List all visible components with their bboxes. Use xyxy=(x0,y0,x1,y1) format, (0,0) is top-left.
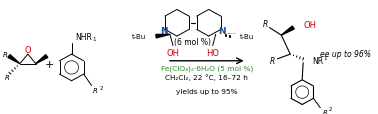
Text: +: + xyxy=(45,59,54,69)
Text: (6 mol %): (6 mol %) xyxy=(174,38,211,47)
Text: R: R xyxy=(93,87,98,93)
Text: O: O xyxy=(25,45,31,54)
Text: N: N xyxy=(160,27,168,36)
Text: NHR: NHR xyxy=(76,32,93,41)
Text: R: R xyxy=(263,20,268,29)
Text: 2: 2 xyxy=(328,106,332,111)
Text: 1: 1 xyxy=(93,37,96,42)
Text: R: R xyxy=(270,57,275,66)
Text: Fe(ClO₄)₂·6H₂O (5 mol %): Fe(ClO₄)₂·6H₂O (5 mol %) xyxy=(161,65,253,71)
Text: OH: OH xyxy=(166,48,180,57)
Text: R: R xyxy=(5,74,9,80)
Text: HO: HO xyxy=(206,48,219,57)
Polygon shape xyxy=(36,55,48,64)
Polygon shape xyxy=(8,55,20,64)
Polygon shape xyxy=(156,35,170,39)
Text: R: R xyxy=(322,109,327,114)
Text: N: N xyxy=(218,27,226,36)
Text: yields up to 95%: yields up to 95% xyxy=(176,88,238,94)
Text: ····: ···· xyxy=(226,30,235,39)
Text: R: R xyxy=(3,52,8,58)
Text: CH₂Cl₂, 22 °C, 16–72 h: CH₂Cl₂, 22 °C, 16–72 h xyxy=(165,74,248,81)
Polygon shape xyxy=(281,27,294,36)
Text: t-Bu: t-Bu xyxy=(240,34,254,40)
Text: ee up to 96%: ee up to 96% xyxy=(321,49,372,58)
Text: 1: 1 xyxy=(323,56,327,61)
Text: t-Bu: t-Bu xyxy=(132,34,146,40)
Text: 2: 2 xyxy=(99,85,103,90)
Text: OH: OH xyxy=(303,21,316,30)
Text: NR: NR xyxy=(312,57,323,66)
